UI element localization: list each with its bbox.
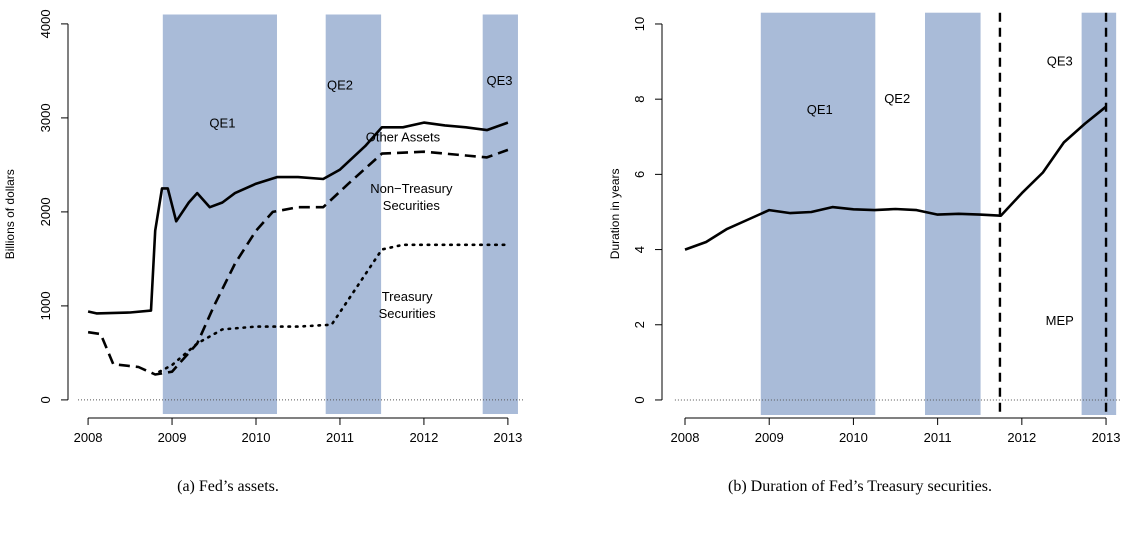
x-tick-label: 2011 bbox=[326, 430, 354, 445]
x-tick-label: 2010 bbox=[242, 430, 271, 445]
annotation: Securities bbox=[379, 306, 437, 321]
annotation: Non−Treasury bbox=[370, 181, 453, 196]
series-line bbox=[87, 121, 509, 315]
annotation: Securities bbox=[383, 198, 441, 213]
x-tick-label: 2013 bbox=[1092, 430, 1121, 445]
shaded-period bbox=[482, 14, 518, 414]
y-tick-label: 0 bbox=[38, 396, 53, 403]
y-tick-label: 2000 bbox=[38, 197, 53, 226]
x-tick-label: 2011 bbox=[924, 430, 952, 445]
annotation: Other Assets bbox=[366, 129, 441, 144]
shaded-period bbox=[760, 12, 876, 415]
series-line bbox=[684, 105, 1107, 251]
period-label: QE3 bbox=[1047, 53, 1073, 68]
period-label: QE1 bbox=[209, 115, 235, 130]
period-label: QE3 bbox=[486, 73, 512, 88]
y-axis-title: Duration in years bbox=[608, 168, 622, 259]
y-tick-label: 2 bbox=[632, 321, 647, 328]
y-tick-label: 8 bbox=[632, 96, 647, 103]
annotation: Treasury bbox=[382, 289, 433, 304]
shaded-period bbox=[325, 14, 382, 414]
shaded-period bbox=[1081, 12, 1117, 415]
period-label: QE2 bbox=[327, 78, 353, 93]
period-label: QE1 bbox=[807, 102, 833, 117]
x-tick-label: 2012 bbox=[409, 430, 438, 445]
caption: (a) Fed’s assets. bbox=[177, 478, 279, 495]
annotation: MEP bbox=[1046, 313, 1074, 328]
y-tick-label: 1000 bbox=[38, 291, 53, 320]
y-tick-label: 0 bbox=[632, 396, 647, 403]
x-tick-label: 2009 bbox=[158, 430, 187, 445]
period-label: QE2 bbox=[884, 91, 910, 106]
x-tick-label: 2008 bbox=[671, 430, 700, 445]
series-line bbox=[87, 148, 509, 376]
y-axis-title: Billions of dollars bbox=[3, 169, 17, 259]
y-tick-label: 4000 bbox=[38, 9, 53, 38]
x-tick-label: 2009 bbox=[755, 430, 784, 445]
series-line bbox=[158, 243, 510, 373]
y-tick-label: 3000 bbox=[38, 103, 53, 132]
x-tick-label: 2012 bbox=[1007, 430, 1036, 445]
y-tick-label: 4 bbox=[632, 246, 647, 253]
y-tick-label: 10 bbox=[632, 17, 647, 31]
x-tick-label: 2008 bbox=[74, 430, 103, 445]
x-tick-label: 2013 bbox=[493, 430, 522, 445]
x-tick-label: 2010 bbox=[839, 430, 868, 445]
caption: (b) Duration of Fed’s Treasury securitie… bbox=[728, 478, 992, 495]
y-tick-label: 6 bbox=[632, 171, 647, 178]
